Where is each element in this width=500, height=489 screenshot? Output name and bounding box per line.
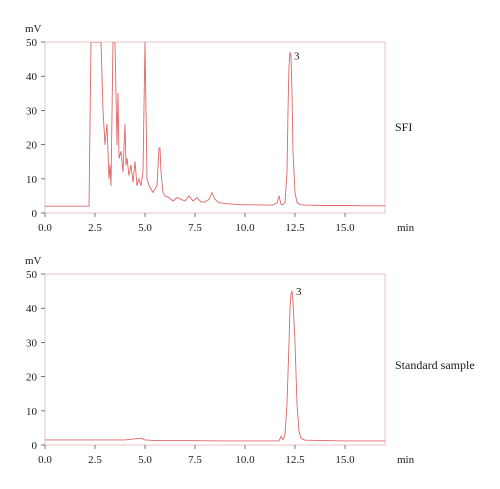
- y-tick-label: 0: [32, 440, 38, 452]
- panel-label-sfi: SFI: [395, 120, 413, 134]
- y-tick-label: 30: [26, 105, 38, 117]
- x-tick-label: 7.5: [188, 454, 202, 466]
- x-tick-label: 15.0: [335, 454, 355, 466]
- y-tick-label: 50: [26, 269, 38, 281]
- x-tick-label: 0.0: [38, 454, 52, 466]
- x-tick-label: 2.5: [88, 222, 102, 234]
- y-tick-label: 0: [32, 208, 38, 220]
- x-tick-label: 10.0: [235, 454, 255, 466]
- x-tick-label: 2.5: [88, 454, 102, 466]
- y-tick-label: 30: [26, 337, 38, 349]
- y-tick-label: 10: [26, 174, 38, 186]
- y-tick-label: 40: [26, 303, 38, 315]
- chromatogram-trace: [45, 42, 385, 207]
- chromatogram-trace: [45, 290, 385, 442]
- plot-frame: [44, 273, 386, 446]
- x-tick-label: 5.0: [138, 222, 152, 234]
- x-tick-label: 15.0: [335, 222, 355, 234]
- x-tick-label: 12.5: [285, 454, 305, 466]
- y-axis-label: mV: [25, 23, 42, 35]
- x-axis-label: min: [397, 454, 415, 466]
- plot-frame: [44, 41, 386, 214]
- x-axis-label: min: [397, 222, 415, 234]
- x-tick-label: 10.0: [235, 222, 255, 234]
- x-tick-label: 0.0: [38, 222, 52, 234]
- x-tick-label: 7.5: [188, 222, 202, 234]
- y-tick-label: 20: [26, 140, 38, 152]
- y-axis-label: mV: [25, 255, 42, 267]
- y-tick-label: 50: [26, 37, 38, 49]
- y-tick-label: 20: [26, 372, 38, 384]
- x-tick-label: 12.5: [285, 222, 305, 234]
- y-tick-label: 40: [26, 71, 38, 83]
- panel-label-standard-sample: Standard sample: [395, 358, 475, 372]
- peak-label: 3: [294, 51, 300, 63]
- peak-label: 3: [296, 286, 302, 298]
- x-tick-label: 5.0: [138, 454, 152, 466]
- y-tick-label: 10: [26, 406, 38, 418]
